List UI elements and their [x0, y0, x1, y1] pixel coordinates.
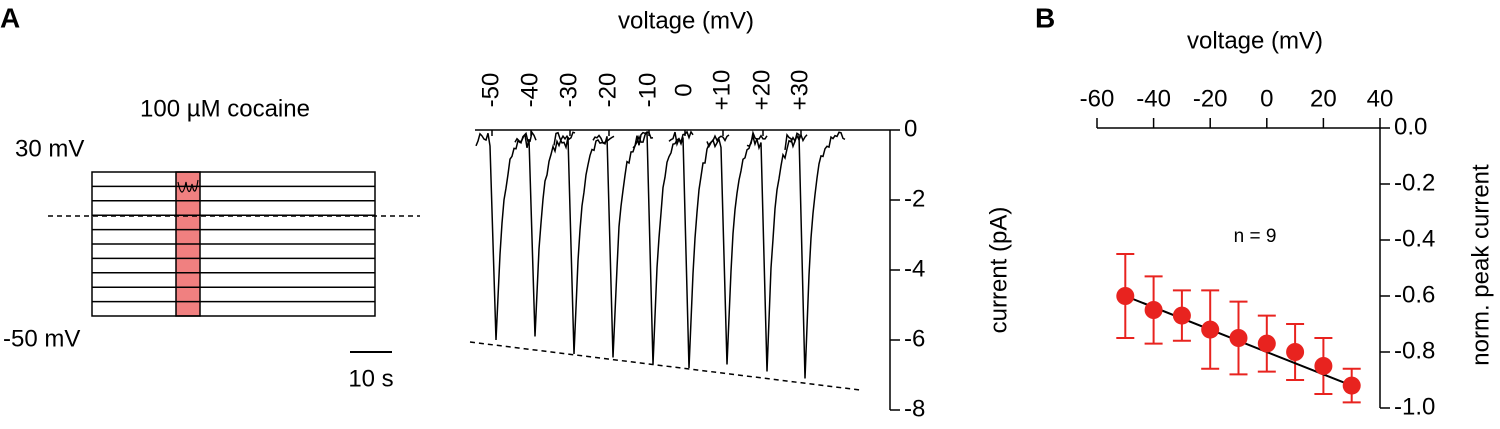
- y-tick-label: -0.2: [1394, 169, 1435, 196]
- voltage-label: -50 mV: [3, 325, 80, 352]
- x-tick-label: -10: [634, 73, 661, 108]
- x-tick-label: +30: [786, 70, 813, 111]
- y-tick-label: 0.0: [1394, 113, 1427, 140]
- y-tick-label: -8: [904, 395, 925, 422]
- data-point: [1342, 376, 1361, 395]
- data-point: [1144, 301, 1163, 319]
- voltage-steps: [92, 185, 375, 303]
- x-tick-label: 0: [1260, 85, 1273, 112]
- current-trace: [784, 131, 846, 379]
- arrowhead: [178, 137, 198, 157]
- current-trace: [632, 130, 694, 365]
- x-tick-label: -50: [477, 73, 504, 108]
- data-point: [1257, 334, 1276, 353]
- axis-title: voltage (mV): [618, 7, 754, 34]
- data-point: [1314, 357, 1333, 375]
- x-tick-label: +20: [748, 70, 775, 111]
- y-tick-label: -4: [904, 255, 925, 282]
- x-tick-label: 40: [1367, 85, 1394, 112]
- x-tick-label: -40: [516, 73, 543, 108]
- current-trace: [592, 131, 654, 358]
- axis-title: current (pA): [985, 207, 1012, 334]
- y-tick-label: 0: [904, 115, 917, 142]
- y-tick-label: -2: [904, 185, 925, 212]
- data-point: [1286, 343, 1305, 361]
- x-tick-label: +10: [708, 70, 735, 111]
- x-tick-label: -30: [555, 73, 582, 108]
- data-point: [1116, 287, 1135, 305]
- data-point: [1229, 329, 1248, 347]
- panel-label: B: [1035, 2, 1055, 33]
- y-tick-label: -0.6: [1394, 281, 1435, 308]
- current-trace: [746, 130, 808, 372]
- voltage-label: 30 mV: [15, 135, 84, 162]
- x-tick-label: -40: [1136, 85, 1171, 112]
- trend-line: [469, 341, 861, 391]
- scale-label: 10 s: [348, 365, 393, 392]
- axis-title: voltage (mV): [1187, 27, 1323, 54]
- y-tick-label: -1.0: [1394, 393, 1435, 420]
- current-trace: [668, 131, 730, 369]
- schematic: 100 µM cocaine 30 mV -50 mV 10 s: [3, 95, 420, 392]
- data-point: [1172, 306, 1191, 325]
- current-trace: [475, 130, 537, 341]
- panel-label: A: [0, 2, 20, 33]
- axis-title: norm. peak current: [1467, 164, 1494, 366]
- drug-response: [177, 179, 199, 193]
- x-tick-label: -20: [594, 73, 621, 108]
- annotation: n = 9: [1234, 226, 1277, 247]
- current-trace: [553, 131, 615, 355]
- y-tick-label: -0.8: [1394, 337, 1435, 364]
- x-tick-label: 20: [1310, 85, 1337, 112]
- x-tick-label: 0: [670, 83, 697, 96]
- y-tick-label: -6: [904, 325, 925, 352]
- y-tick-label: -0.4: [1394, 225, 1435, 252]
- drug-label: 100 µM cocaine: [140, 95, 310, 122]
- data-point: [1201, 320, 1220, 339]
- current-trace: [706, 133, 768, 365]
- x-tick-label: -60: [1080, 85, 1115, 112]
- x-tick-label: -20: [1193, 85, 1228, 112]
- current-trace: [514, 131, 576, 337]
